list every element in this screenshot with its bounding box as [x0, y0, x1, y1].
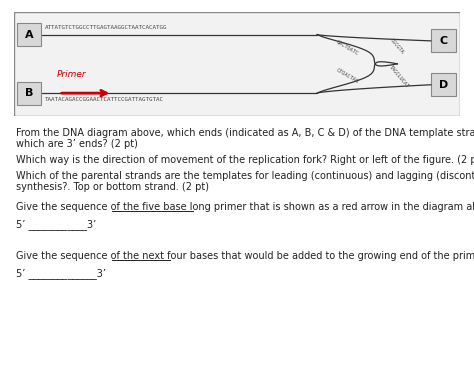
Bar [17, 23, 41, 46]
Text: GACTOATC: GACTOATC [335, 40, 359, 57]
Text: C: C [439, 36, 447, 46]
Text: From the DNA diagram above, which ends (indicated as A, B, C & D) of the DNA tem: From the DNA diagram above, which ends (… [16, 128, 474, 149]
Text: TAGCLUCAT: TAGCLUCAT [389, 64, 410, 89]
Text: 5’ ______________3’: 5’ ______________3’ [16, 268, 106, 279]
Text: Which of the parental strands are the templates for leading (continuous) and lag: Which of the parental strands are the te… [16, 171, 474, 192]
Text: TAATACAGACCGGAACTCATTCCGATTAGTGTAC: TAATACAGACCGGAACTCATTCCGATTAGTGTAC [45, 97, 164, 102]
Text: Give the sequence of the next four bases that would be added to the growing end : Give the sequence of the next four bases… [16, 251, 474, 261]
Text: B: B [25, 88, 33, 98]
Text: 5’ ____________3’: 5’ ____________3’ [16, 219, 96, 229]
Text: CTOACTAG: CTOACTAG [335, 68, 359, 85]
Text: Primer: Primer [56, 70, 86, 79]
Bar [17, 82, 41, 104]
Text: Give the sequence of the five base long primer that is shown as a red arrow in t: Give the sequence of the five base long … [16, 202, 474, 212]
Text: CGCGTA: CGCGTA [389, 37, 404, 55]
Text: D: D [438, 80, 448, 90]
Text: A: A [25, 29, 33, 39]
Text: Which way is the direction of movement of the replication fork? Right or left of: Which way is the direction of movement o… [16, 155, 474, 165]
Bar [431, 73, 456, 96]
Bar [431, 29, 456, 52]
Text: ATTATGTCTGGCCTTGAGTAAGGCTAATCACATGG: ATTATGTCTGGCCTTGAGTAAGGCTAATCACATGG [45, 26, 167, 31]
